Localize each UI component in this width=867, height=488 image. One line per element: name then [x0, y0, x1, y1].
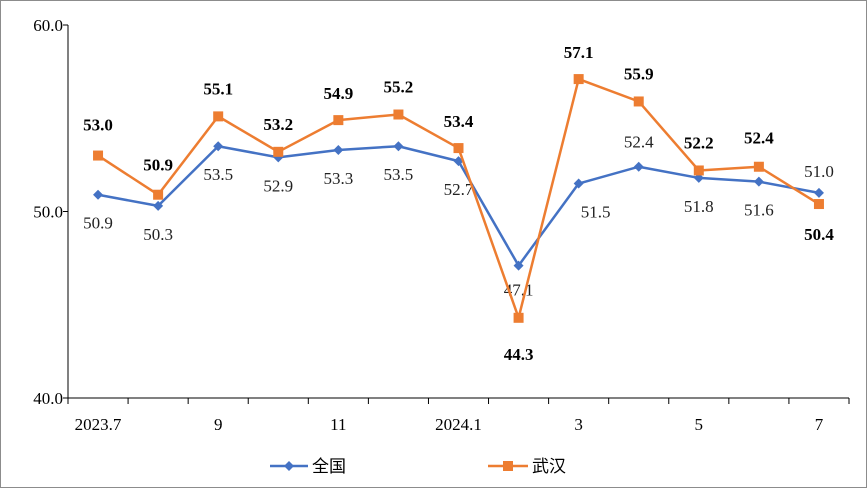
national-point — [753, 176, 764, 187]
wuhan-point — [753, 161, 764, 172]
national-data-label: 50.9 — [83, 214, 113, 233]
national-point — [633, 161, 644, 172]
national-point — [93, 189, 104, 200]
y-tick-label: 50.0 — [33, 203, 63, 222]
wuhan-point — [453, 143, 464, 154]
national-data-label: 52.7 — [444, 180, 474, 199]
legend-national-marker — [284, 461, 294, 471]
national-data-label: 52.9 — [263, 176, 293, 195]
x-tick-label: 3 — [574, 415, 583, 434]
wuhan-data-label: 55.9 — [624, 64, 654, 83]
national-point — [153, 200, 164, 211]
wuhan-data-label: 57.1 — [564, 43, 594, 62]
y-tick-label: 60.0 — [33, 16, 63, 35]
x-tick-label: 11 — [330, 415, 346, 434]
y-axis: 40.0 50.0 60.0 — [33, 16, 69, 408]
wuhan-data-label: 53.0 — [83, 116, 113, 135]
national-point — [513, 260, 524, 271]
national-data-label: 51.6 — [744, 201, 774, 220]
wuhan-data-label: 53.4 — [444, 112, 474, 131]
wuhan-data-label: 53.2 — [263, 115, 293, 134]
wuhan-point — [333, 115, 344, 126]
national-data-label: 52.4 — [624, 133, 654, 152]
national-data-label: 50.3 — [143, 225, 173, 244]
wuhan-data-label: 55.2 — [384, 78, 414, 97]
x-tick-label: 9 — [214, 415, 223, 434]
national-point — [813, 187, 824, 198]
x-axis: 2023.7 9 11 2024.1 3 5 7 — [67, 397, 850, 434]
wuhan-data-label: 52.2 — [684, 133, 714, 152]
legend-national-label: 全国 — [312, 457, 346, 477]
national-point — [573, 178, 584, 189]
x-tick-label: 5 — [695, 415, 704, 434]
wuhan-point — [393, 109, 404, 120]
y-tick-label: 40.0 — [33, 389, 63, 408]
wuhan-point — [573, 74, 584, 85]
x-tick-label: 2024.1 — [435, 415, 482, 434]
wuhan-point — [813, 199, 824, 210]
wuhan-point — [93, 150, 104, 161]
wuhan-point — [273, 146, 284, 157]
wuhan-data-label: 44.3 — [504, 345, 534, 364]
national-data-label: 53.3 — [323, 169, 353, 188]
wuhan-point — [153, 189, 164, 200]
national-point — [213, 141, 224, 152]
wuhan-data-label: 55.1 — [203, 79, 233, 98]
national-point — [393, 141, 404, 152]
wuhan-data-label: 50.9 — [143, 156, 173, 175]
national-data-label: 53.5 — [384, 165, 414, 184]
wuhan-point — [513, 312, 524, 323]
x-tick-label: 7 — [815, 415, 824, 434]
national-data-label: 51.5 — [581, 203, 611, 222]
national-data-label: 51.8 — [684, 197, 714, 216]
legend-wuhan-label: 武汉 — [532, 457, 566, 477]
wuhan-data-label: 50.4 — [804, 225, 834, 244]
national-data-label: 53.5 — [203, 165, 233, 184]
x-tick-label: 2023.7 — [75, 415, 122, 434]
wuhan-point — [633, 96, 644, 107]
legend-wuhan-marker — [503, 461, 513, 471]
national-point — [333, 144, 344, 155]
wuhan-data-label: 54.9 — [323, 84, 353, 103]
series-national: 50.950.353.552.9 53.3 53.552.747.151.552.4… — [83, 133, 834, 300]
wuhan-point — [693, 165, 704, 176]
series-wuhan: 53.0 50.9 55.1 53.2 54.9 55.2 53.4 44.3 57.1 55.9… — [83, 43, 834, 364]
wuhan-point — [213, 111, 224, 122]
national-data-label: 51.0 — [804, 162, 834, 181]
legend: 全国 武汉 — [270, 457, 566, 477]
wuhan-data-label: 52.4 — [744, 129, 774, 148]
